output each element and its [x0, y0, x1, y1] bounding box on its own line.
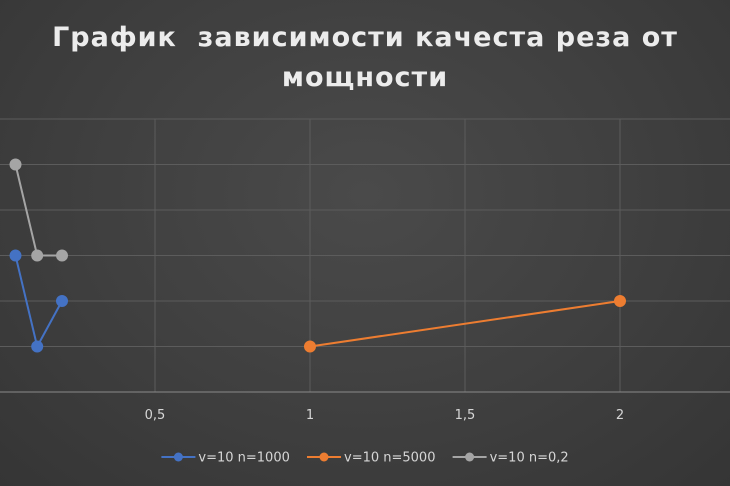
- data-point: [56, 295, 68, 307]
- legend-label: v=10 n=0,2: [490, 451, 569, 466]
- legend-label: v=10 n=5000: [344, 451, 435, 466]
- series-line: [309, 300, 621, 348]
- data-point: [614, 295, 626, 307]
- x-tick-label: 1,5: [455, 408, 476, 423]
- data-point: [31, 340, 44, 353]
- data-point: [304, 340, 316, 353]
- data-point: [9, 158, 22, 171]
- legend-label: v=10 n=1000: [198, 451, 289, 466]
- x-tick-label: 0,5: [145, 408, 166, 423]
- legend-marker: [173, 452, 183, 462]
- x-tick-label: 2: [616, 408, 624, 423]
- data-point: [9, 249, 22, 262]
- legend-marker: [319, 452, 329, 462]
- data-point: [31, 249, 44, 262]
- data-point: [56, 249, 68, 262]
- x-tick-label: 1: [306, 408, 314, 423]
- chart-title: График зависимости качеста реза от мощно…: [52, 22, 689, 93]
- legend-marker: [465, 452, 475, 462]
